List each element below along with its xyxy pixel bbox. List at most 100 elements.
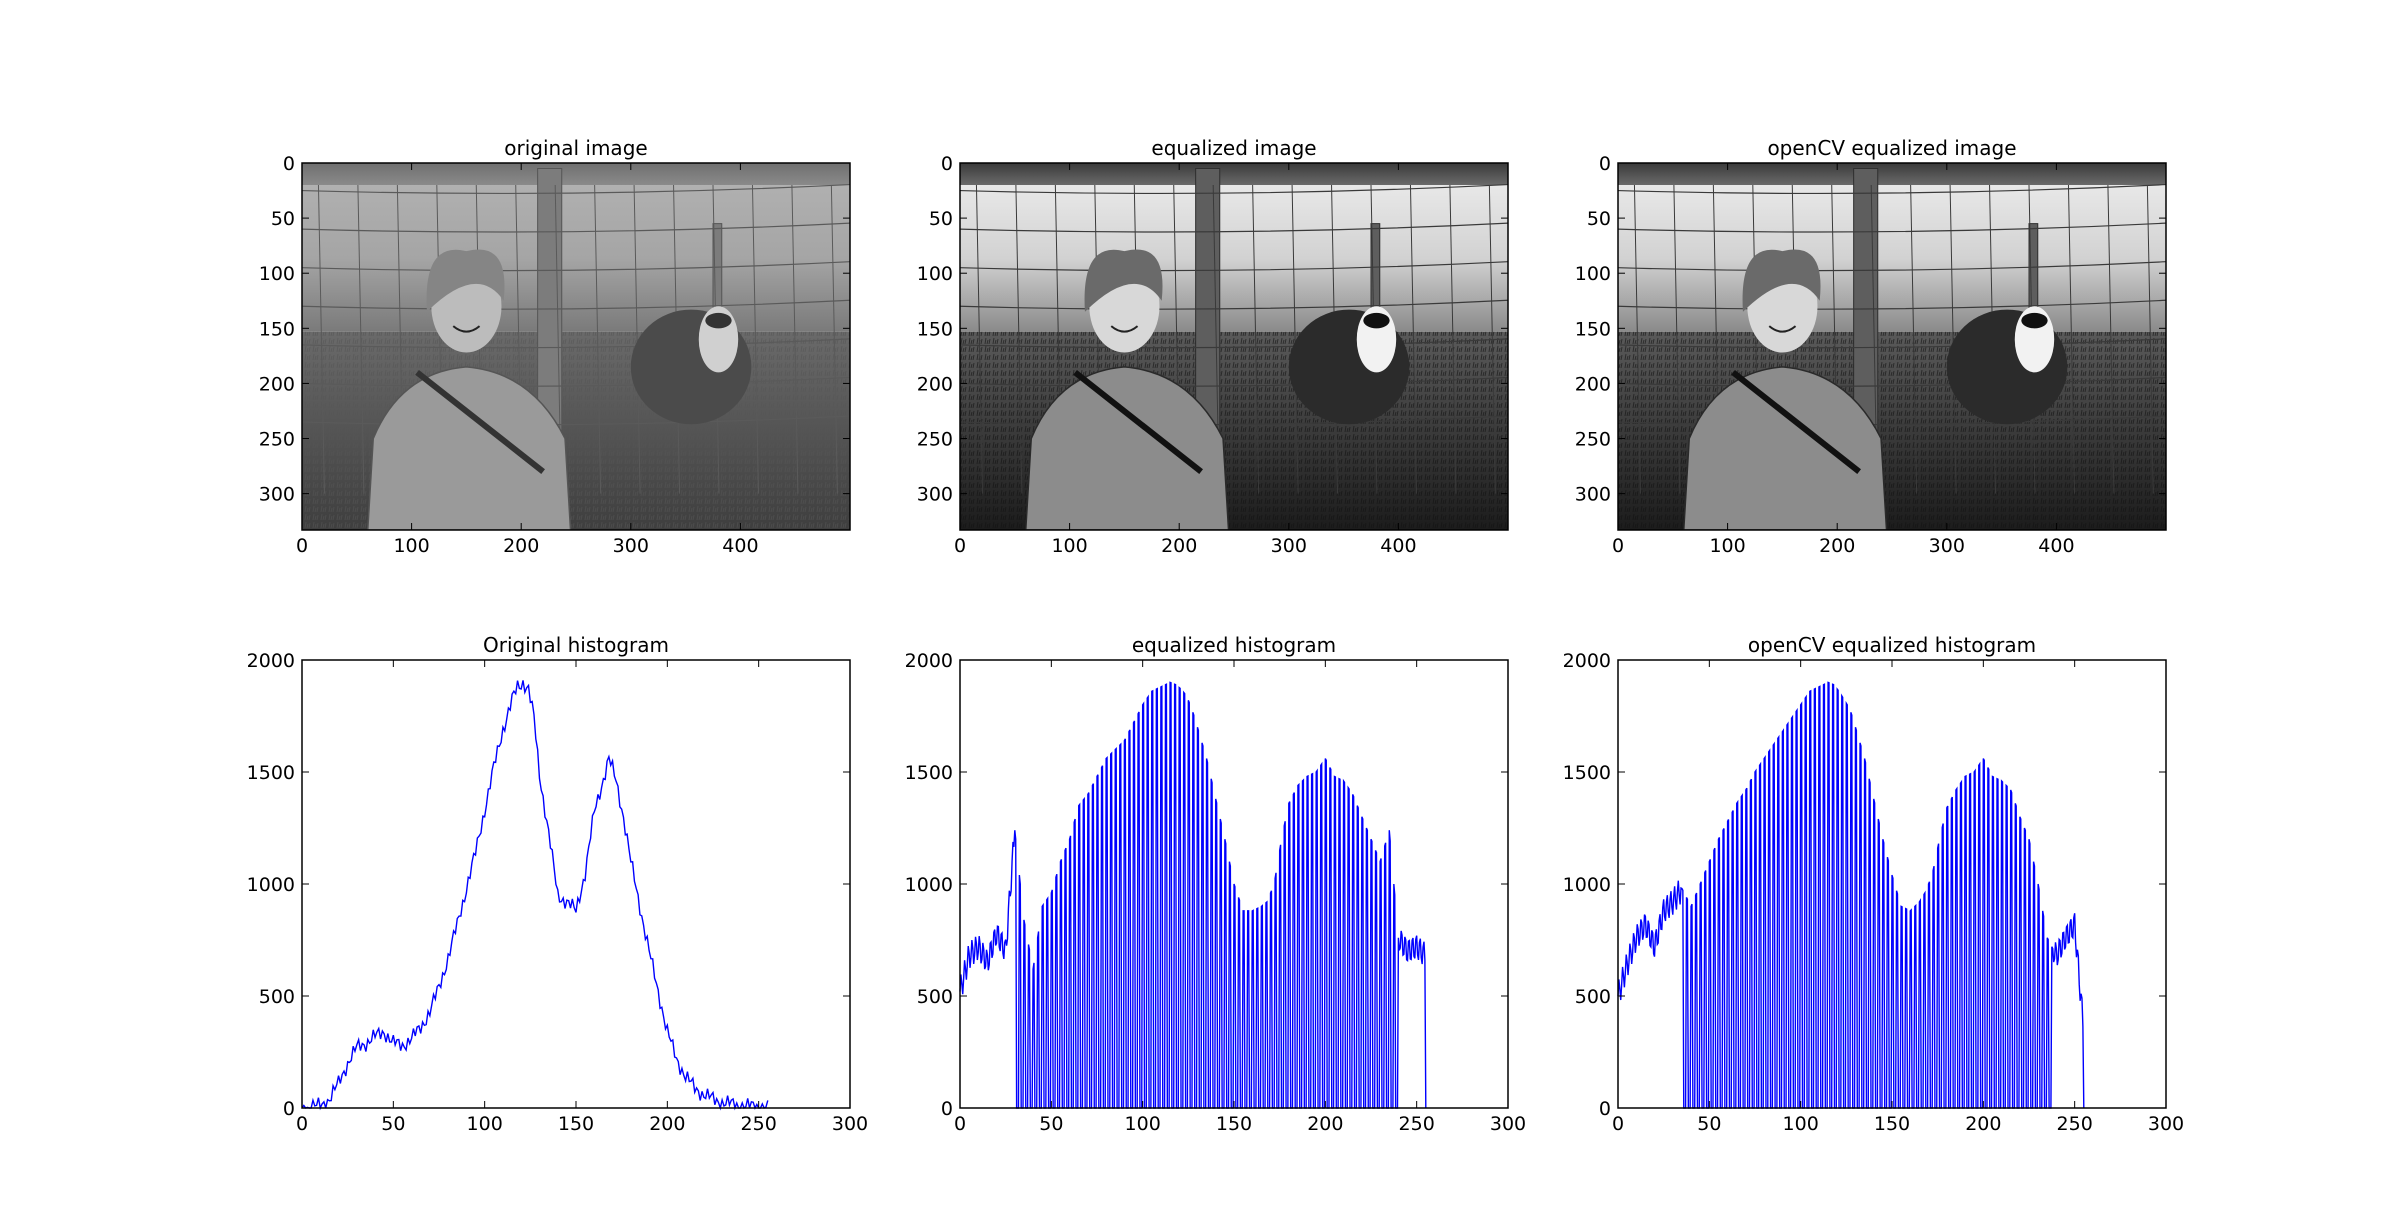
histogram-1: equalized histogram 0 50 100 150 200 250 300 0 50… [905,633,1526,1135]
woman-hair [426,249,505,312]
y-tick-label: 500 [1575,986,1611,1008]
chart-title-1: equalized histogram [1132,633,1336,657]
y-tick-label: 100 [1575,263,1611,285]
fence-post [1195,168,1221,440]
x-tick-label: 100 [1051,535,1087,557]
x-tick-label: 100 [1125,1113,1161,1135]
y-tick-label: 0 [283,1098,295,1120]
image-panel-0: original image 0 100 200 300 400 0 50 100 150 200 2… [259,136,851,557]
x-tick-label: 50 [1039,1113,1063,1135]
y-tick-label: 250 [1575,429,1611,451]
x-tick-label: 300 [1929,535,1965,557]
series-line-0 [959,681,1427,1109]
x-tick-label: 300 [832,1113,868,1135]
woman-smile [1768,325,1797,333]
x-tick-label: 0 [296,1113,308,1135]
x-tick-label: 300 [613,535,649,557]
x-tick-label: 100 [393,535,429,557]
woman-jacket [1683,366,1888,530]
fence-wire [302,415,850,426]
plot-area [302,660,850,1108]
y-tick-label: 100 [917,263,953,285]
photo-0 [302,163,850,530]
fence-wire [1618,299,2166,310]
fence-wire [1618,338,2166,349]
y-tick-label: 250 [917,429,953,451]
woman-jacket [367,366,572,530]
fence-wire [302,299,850,310]
y-tick-label: 2000 [247,650,295,672]
photo-2 [1618,163,2166,530]
x-tick-label: 50 [1697,1113,1721,1135]
y-tick-label: 200 [1575,373,1611,395]
fence-wire [960,299,1508,310]
x-tick-label: 200 [1819,535,1855,557]
series-line-0 [1617,681,2085,1109]
y-tick-label: 300 [1575,484,1611,506]
y-tick-label: 50 [271,208,295,230]
chart-title-0: Original histogram [483,633,669,657]
image-title-2: openCV equalized image [1767,136,2016,160]
image-frame [1617,162,2167,531]
x-tick-label: 100 [1709,535,1745,557]
fence-wire [302,183,850,195]
y-tick-label: 2000 [905,650,953,672]
fence-wire [1618,222,2166,233]
fence-wire [960,376,1508,387]
x-tick-label: 0 [954,1113,966,1135]
woman-smile [452,325,481,333]
y-tick-label: 1000 [905,874,953,896]
x-tick-label: 0 [296,535,308,557]
fence-wire [1618,183,2166,195]
x-tick-label: 50 [381,1113,405,1135]
x-tick-label: 100 [1783,1113,1819,1135]
image-panel-1: equalized image 0 100 200 300 400 0 50 100 150 200… [917,136,1509,557]
y-tick-label: 1500 [905,762,953,784]
y-tick-label: 150 [259,318,295,340]
image-frame [959,162,1509,531]
bag-strap [1073,370,1203,474]
y-tick-label: 300 [259,484,295,506]
photo-sky [1618,163,2166,186]
y-tick-label: 500 [917,986,953,1008]
x-tick-label: 300 [1490,1113,1526,1135]
x-tick-label: 250 [1399,1113,1435,1135]
y-tick-label: 200 [259,373,295,395]
y-tick-label: 1000 [1563,874,1611,896]
fence-post [537,168,563,440]
fence-wire [1618,261,2166,272]
y-tick-label: 0 [1599,153,1611,175]
woman-jacket [1025,366,1230,530]
y-tick-label: 50 [929,208,953,230]
y-tick-label: 250 [259,429,295,451]
x-tick-label: 200 [503,535,539,557]
fence-wire [960,338,1508,349]
x-tick-label: 100 [467,1113,503,1135]
x-tick-label: 0 [1612,535,1624,557]
y-tick-label: 0 [941,1098,953,1120]
y-tick-label: 0 [283,153,295,175]
bag-strap [1731,370,1861,474]
fence-wire [1618,415,2166,426]
x-tick-label: 200 [1161,535,1197,557]
y-tick-label: 150 [1575,318,1611,340]
image-title-1: equalized image [1151,136,1316,160]
fence-wire [960,261,1508,272]
fence-wire [302,222,850,233]
y-tick-label: 200 [917,373,953,395]
chart-title-2: openCV equalized histogram [1748,633,2036,657]
photo-field [960,185,1508,332]
woman-smile [1110,325,1139,333]
woman-hair [1084,249,1163,312]
fence-wire [960,183,1508,195]
y-tick-label: 100 [259,263,295,285]
x-tick-label: 200 [1307,1113,1343,1135]
x-tick-label: 0 [954,535,966,557]
y-tick-label: 500 [259,986,295,1008]
woman-hair [1742,249,1821,312]
x-tick-label: 400 [2038,535,2074,557]
histogram-0: Original histogram 0 50 100 150 200 250 300 0 500… [247,633,868,1135]
fence-wire [302,338,850,349]
photo-field [1618,185,2166,332]
